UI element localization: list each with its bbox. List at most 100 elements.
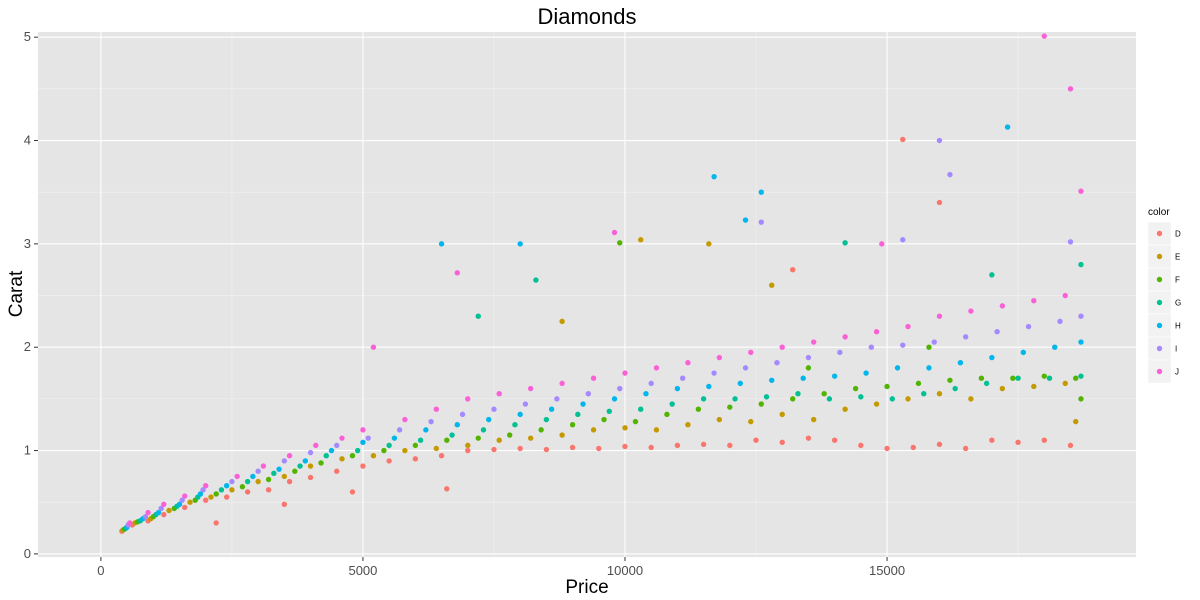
data-point: [155, 509, 162, 516]
data-point: [758, 401, 764, 407]
data-point: [386, 442, 392, 449]
data-point: [527, 435, 534, 441]
data-point: [307, 463, 314, 469]
data-point: [706, 241, 712, 247]
data-point: [580, 401, 586, 407]
data-point: [638, 237, 644, 243]
data-point: [444, 437, 450, 443]
data-point: [831, 437, 838, 443]
data-point: [915, 380, 922, 387]
data-point: [926, 344, 932, 350]
data-point: [265, 487, 272, 493]
minor-gridlines: [38, 32, 1136, 557]
data-point: [653, 427, 660, 433]
legend-title: color: [1148, 207, 1170, 218]
data-point: [1073, 375, 1079, 381]
data-point: [858, 442, 864, 449]
data-point: [465, 442, 471, 449]
data-point: [543, 416, 550, 423]
data-point: [685, 422, 691, 428]
data-point: [999, 385, 1006, 392]
data-point: [774, 360, 780, 366]
data-point: [391, 435, 398, 441]
data-point: [879, 241, 885, 247]
data-point: [559, 380, 565, 387]
data-point: [197, 491, 204, 497]
data-point: [271, 470, 277, 476]
data-point: [753, 437, 759, 443]
data-point: [475, 435, 481, 441]
data-point: [936, 199, 943, 206]
data-point: [480, 427, 487, 433]
data-point: [900, 237, 906, 243]
data-point: [622, 425, 628, 431]
plot-panel: [38, 32, 1136, 557]
data-point: [127, 520, 133, 526]
data-point: [873, 401, 880, 407]
data-point: [396, 427, 403, 433]
data-point: [837, 349, 843, 356]
data-point: [905, 323, 911, 330]
data-point: [727, 442, 733, 449]
data-point: [491, 446, 497, 453]
data-point: [465, 396, 471, 402]
data-point: [203, 497, 209, 503]
data-point: [569, 444, 576, 451]
data-point: [910, 444, 916, 451]
data-point: [339, 456, 345, 462]
legend-swatch: [1156, 276, 1163, 283]
data-point: [1010, 375, 1016, 381]
data-point: [423, 427, 429, 433]
data-point: [255, 468, 261, 474]
legend-swatch: [1156, 299, 1163, 306]
data-point: [921, 391, 927, 397]
data-point: [239, 484, 246, 490]
data-point: [842, 334, 848, 340]
data-point: [653, 365, 660, 371]
data-point: [449, 432, 455, 438]
data-point: [810, 416, 817, 423]
data-point: [805, 435, 812, 441]
data-point: [158, 505, 164, 512]
data-point: [208, 494, 214, 500]
data-point: [800, 375, 806, 381]
data-point: [313, 442, 319, 449]
data-point: [318, 460, 324, 466]
data-point: [307, 474, 314, 481]
data-point: [286, 453, 293, 459]
data-point: [1015, 439, 1021, 445]
data-point: [779, 439, 785, 445]
series-F: [121, 240, 1084, 532]
data-point: [323, 453, 329, 459]
legend-item-E: E: [1147, 244, 1180, 269]
data-point: [611, 229, 618, 236]
data-point: [737, 380, 744, 387]
data-point: [339, 435, 345, 441]
data-point: [884, 383, 890, 390]
data-point: [200, 487, 206, 493]
legend-item-G: G: [1147, 290, 1181, 315]
data-point: [402, 447, 408, 454]
data-point: [569, 422, 576, 428]
data-point: [695, 406, 702, 412]
legend-item-D: D: [1147, 221, 1181, 246]
data-point: [229, 478, 235, 485]
major-gridlines: [38, 32, 1136, 557]
data-point: [936, 137, 943, 144]
data-point: [527, 385, 534, 392]
data-point: [606, 408, 612, 414]
x-tick-label: 15000: [869, 563, 905, 578]
data-point: [543, 446, 550, 453]
data-point: [1062, 292, 1068, 299]
data-point: [679, 375, 686, 381]
x-axis-title: Price: [565, 577, 608, 598]
data-point: [360, 427, 366, 433]
data-point: [989, 437, 995, 443]
legend-label: F: [1175, 276, 1180, 285]
data-point: [748, 418, 754, 425]
legend-item-H: H: [1147, 313, 1181, 338]
data-point: [900, 136, 906, 143]
y-axis-ticks: 0 1 2 3 4 5: [24, 29, 38, 561]
legend-label: J: [1175, 368, 1179, 377]
data-point: [433, 445, 440, 452]
